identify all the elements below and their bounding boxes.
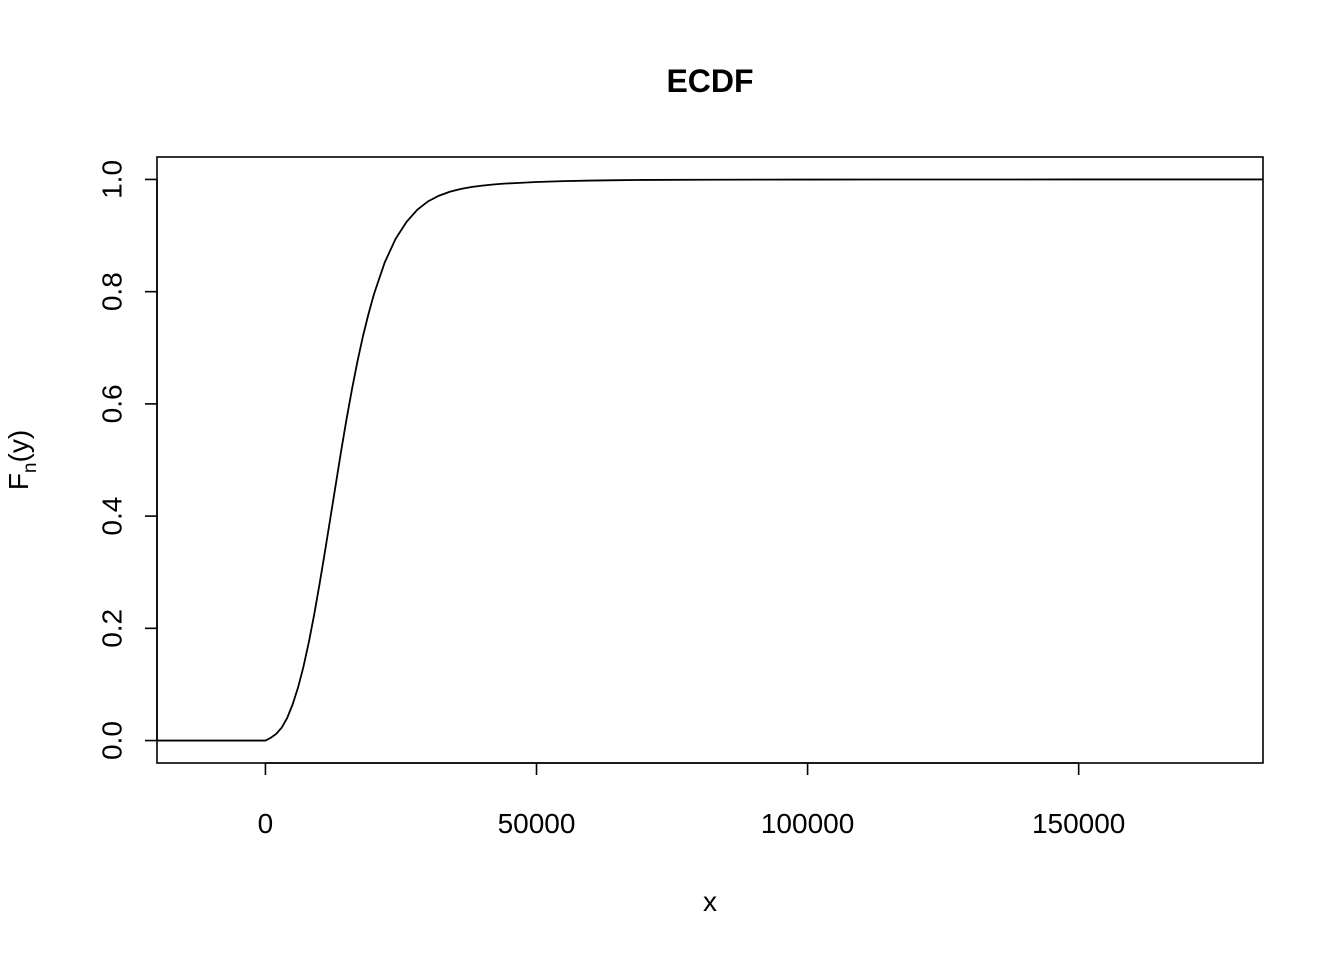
y-tick-label: 0.2 [97, 609, 128, 648]
y-tick-label: 0.0 [97, 721, 128, 760]
y-tick-label: 1.0 [97, 160, 128, 199]
y-tick-label: 0.4 [97, 497, 128, 536]
y-axis-label-main: F [3, 473, 34, 490]
chart-title: ECDF [666, 63, 753, 99]
x-tick-label: 0 [258, 808, 274, 839]
x-tick-label: 150000 [1032, 808, 1125, 839]
y-tick-label: 0.8 [97, 272, 128, 311]
x-tick-label: 100000 [761, 808, 854, 839]
y-axis-label-suffix: (y) [3, 430, 34, 463]
y-axis: 0.0 0.2 0.4 0.6 0.8 1.0 [97, 160, 158, 760]
x-tick-label: 50000 [498, 808, 576, 839]
x-axis-label: x [703, 886, 717, 917]
y-tick-label: 0.6 [97, 384, 128, 423]
x-axis: 0 50000 100000 150000 [258, 762, 1125, 839]
plot-frame [156, 156, 1264, 764]
ecdf-series-line [157, 178, 1263, 742]
y-axis-label-subscript: n [20, 462, 41, 473]
y-axis-label: Fn(y) [3, 430, 41, 490]
